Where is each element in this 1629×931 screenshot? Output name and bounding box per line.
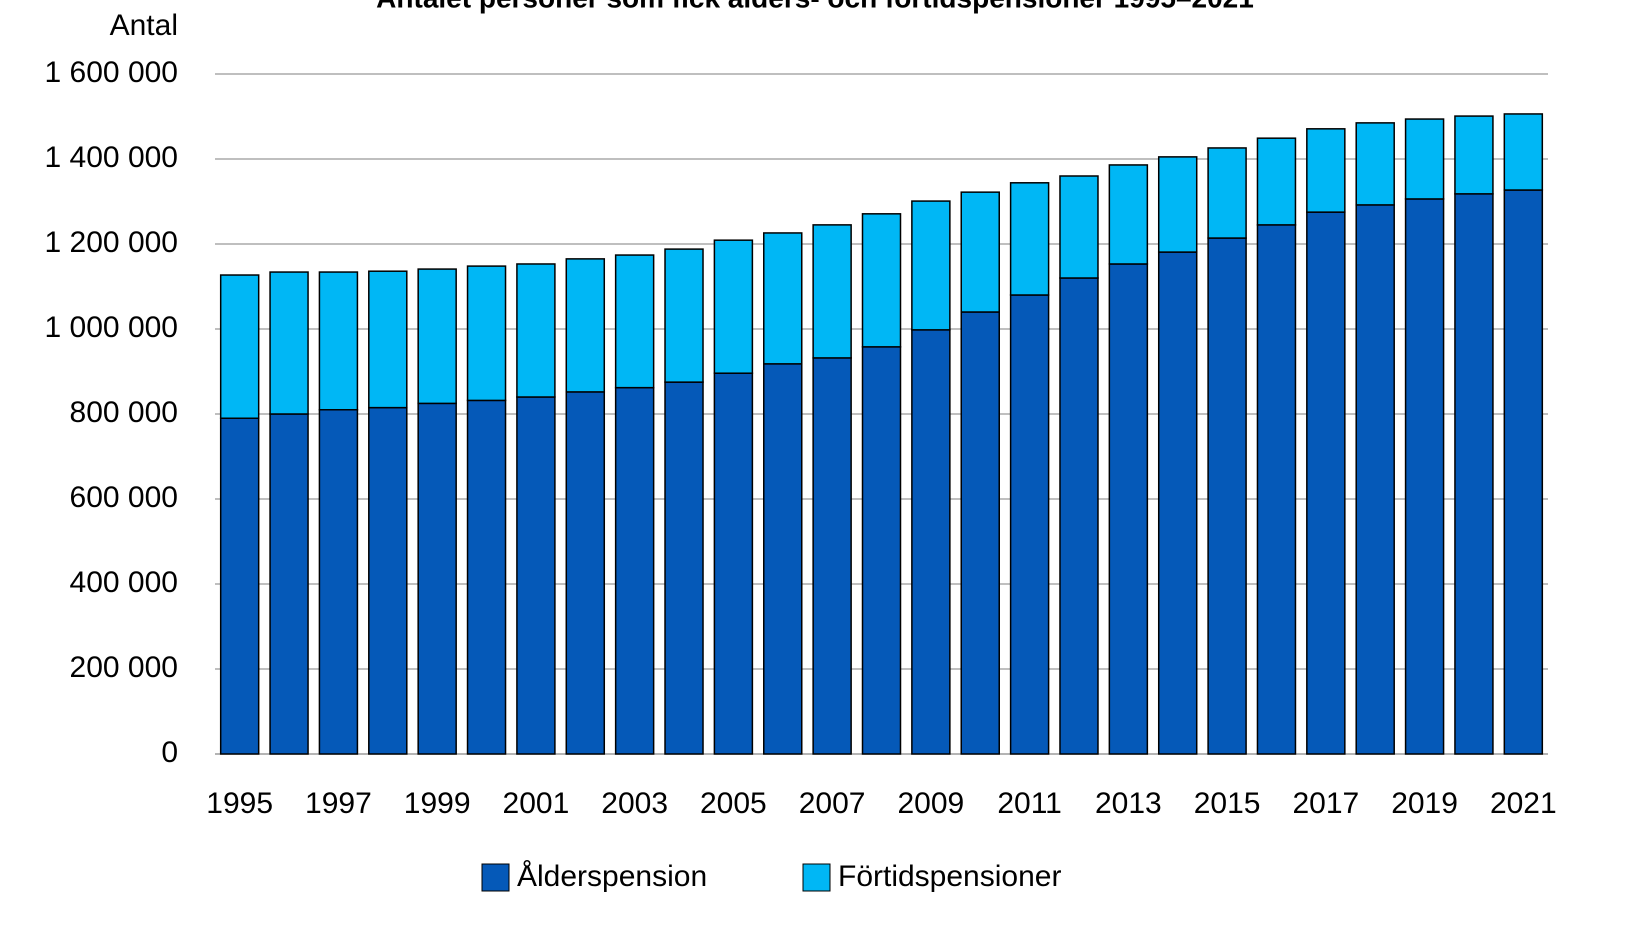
bar-segment bbox=[318, 271, 359, 411]
y-tick-label: 1 000 000 bbox=[45, 311, 178, 344]
legend-swatch bbox=[481, 863, 510, 892]
bar-segment bbox=[1207, 237, 1247, 755]
bar-segment bbox=[614, 386, 655, 755]
bar-segment bbox=[614, 254, 655, 389]
x-tick-label: 1999 bbox=[404, 787, 471, 820]
bar-segment bbox=[1108, 164, 1149, 265]
bar-segment bbox=[1059, 175, 1099, 279]
legend-label: Förtidspensioner bbox=[838, 860, 1061, 893]
bar-segment bbox=[1355, 122, 1395, 206]
bar-segment bbox=[1108, 263, 1149, 755]
x-tick-label: 2009 bbox=[897, 787, 964, 820]
bar-segment bbox=[1157, 251, 1198, 755]
bar-segment bbox=[565, 391, 606, 755]
bar-segment bbox=[911, 329, 951, 755]
bar-segment bbox=[466, 265, 507, 402]
bar-segment bbox=[1256, 224, 1297, 755]
bar-segment bbox=[1306, 128, 1346, 213]
x-tick-label: 2021 bbox=[1490, 787, 1557, 820]
y-tick-label: 400 000 bbox=[70, 566, 178, 599]
bar-segment bbox=[1256, 137, 1297, 226]
y-tick-label: 1 400 000 bbox=[45, 141, 178, 174]
y-axis-label: Antal bbox=[110, 9, 178, 42]
y-tick-label: 200 000 bbox=[70, 651, 178, 684]
x-tick-label: 2005 bbox=[700, 787, 767, 820]
bar-segment bbox=[1454, 193, 1494, 755]
bar-segment bbox=[861, 213, 902, 348]
y-tick-label: 800 000 bbox=[70, 396, 178, 429]
bar-segment bbox=[1404, 198, 1445, 755]
bar-segment bbox=[960, 191, 1000, 313]
bar-segment bbox=[1009, 294, 1050, 755]
bar-segment bbox=[1355, 204, 1395, 755]
bar-segment bbox=[1404, 118, 1445, 200]
bar-segment bbox=[368, 406, 408, 755]
bar-segment bbox=[960, 311, 1000, 755]
x-tick-label: 2011 bbox=[997, 787, 1062, 820]
bar-segment bbox=[1454, 115, 1494, 195]
bar-segment bbox=[219, 274, 260, 419]
y-tick-label: 1 200 000 bbox=[45, 226, 178, 259]
bar-segment bbox=[664, 248, 704, 383]
x-tick-label: 1997 bbox=[305, 787, 372, 820]
bar-segment bbox=[664, 381, 704, 755]
bar-segment bbox=[1306, 211, 1346, 755]
bar-segment bbox=[516, 396, 556, 755]
x-tick-label: 2001 bbox=[503, 787, 570, 820]
bar-segment bbox=[1503, 189, 1544, 755]
bar-segment bbox=[763, 363, 803, 755]
y-tick-label: 1 600 000 bbox=[45, 56, 178, 89]
legend-swatch bbox=[802, 863, 831, 892]
y-tick-label: 600 000 bbox=[70, 481, 178, 514]
bar-segment bbox=[1503, 113, 1544, 191]
bar-segment bbox=[1157, 156, 1198, 253]
x-tick-label: 2007 bbox=[799, 787, 866, 820]
legend-label: Ålderspension bbox=[517, 860, 707, 893]
bar-segment bbox=[763, 232, 803, 365]
bar-segment bbox=[219, 417, 260, 755]
bar-segment bbox=[318, 409, 359, 755]
bar-segment bbox=[269, 271, 309, 415]
bar-segment bbox=[713, 372, 754, 755]
x-tick-label: 2017 bbox=[1292, 787, 1359, 820]
chart-title: Antalet personer som fick ålders- och fö… bbox=[376, 0, 1254, 13]
x-tick-label: 2019 bbox=[1391, 787, 1458, 820]
bar-segment bbox=[1059, 277, 1099, 755]
bar-segment bbox=[516, 263, 556, 398]
bar-segment bbox=[713, 239, 754, 374]
bar-segment bbox=[1009, 182, 1050, 296]
y-tick-label: 0 bbox=[161, 736, 178, 769]
x-tick-label: 2015 bbox=[1194, 787, 1261, 820]
bar-segment bbox=[1207, 147, 1247, 239]
x-tick-label: 2003 bbox=[601, 787, 668, 820]
bar-segment bbox=[812, 224, 852, 359]
bar-segment bbox=[911, 200, 951, 331]
bar-segment bbox=[368, 270, 408, 409]
bar-segment bbox=[466, 399, 507, 755]
bar-segment bbox=[861, 346, 902, 755]
bar-segment bbox=[417, 402, 457, 755]
x-tick-label: 2013 bbox=[1095, 787, 1162, 820]
bar-segment bbox=[565, 258, 606, 393]
bar-segment bbox=[269, 413, 309, 755]
bar-segment bbox=[417, 268, 457, 405]
x-tick-label: 1995 bbox=[206, 787, 273, 820]
bar-segment bbox=[812, 357, 852, 755]
